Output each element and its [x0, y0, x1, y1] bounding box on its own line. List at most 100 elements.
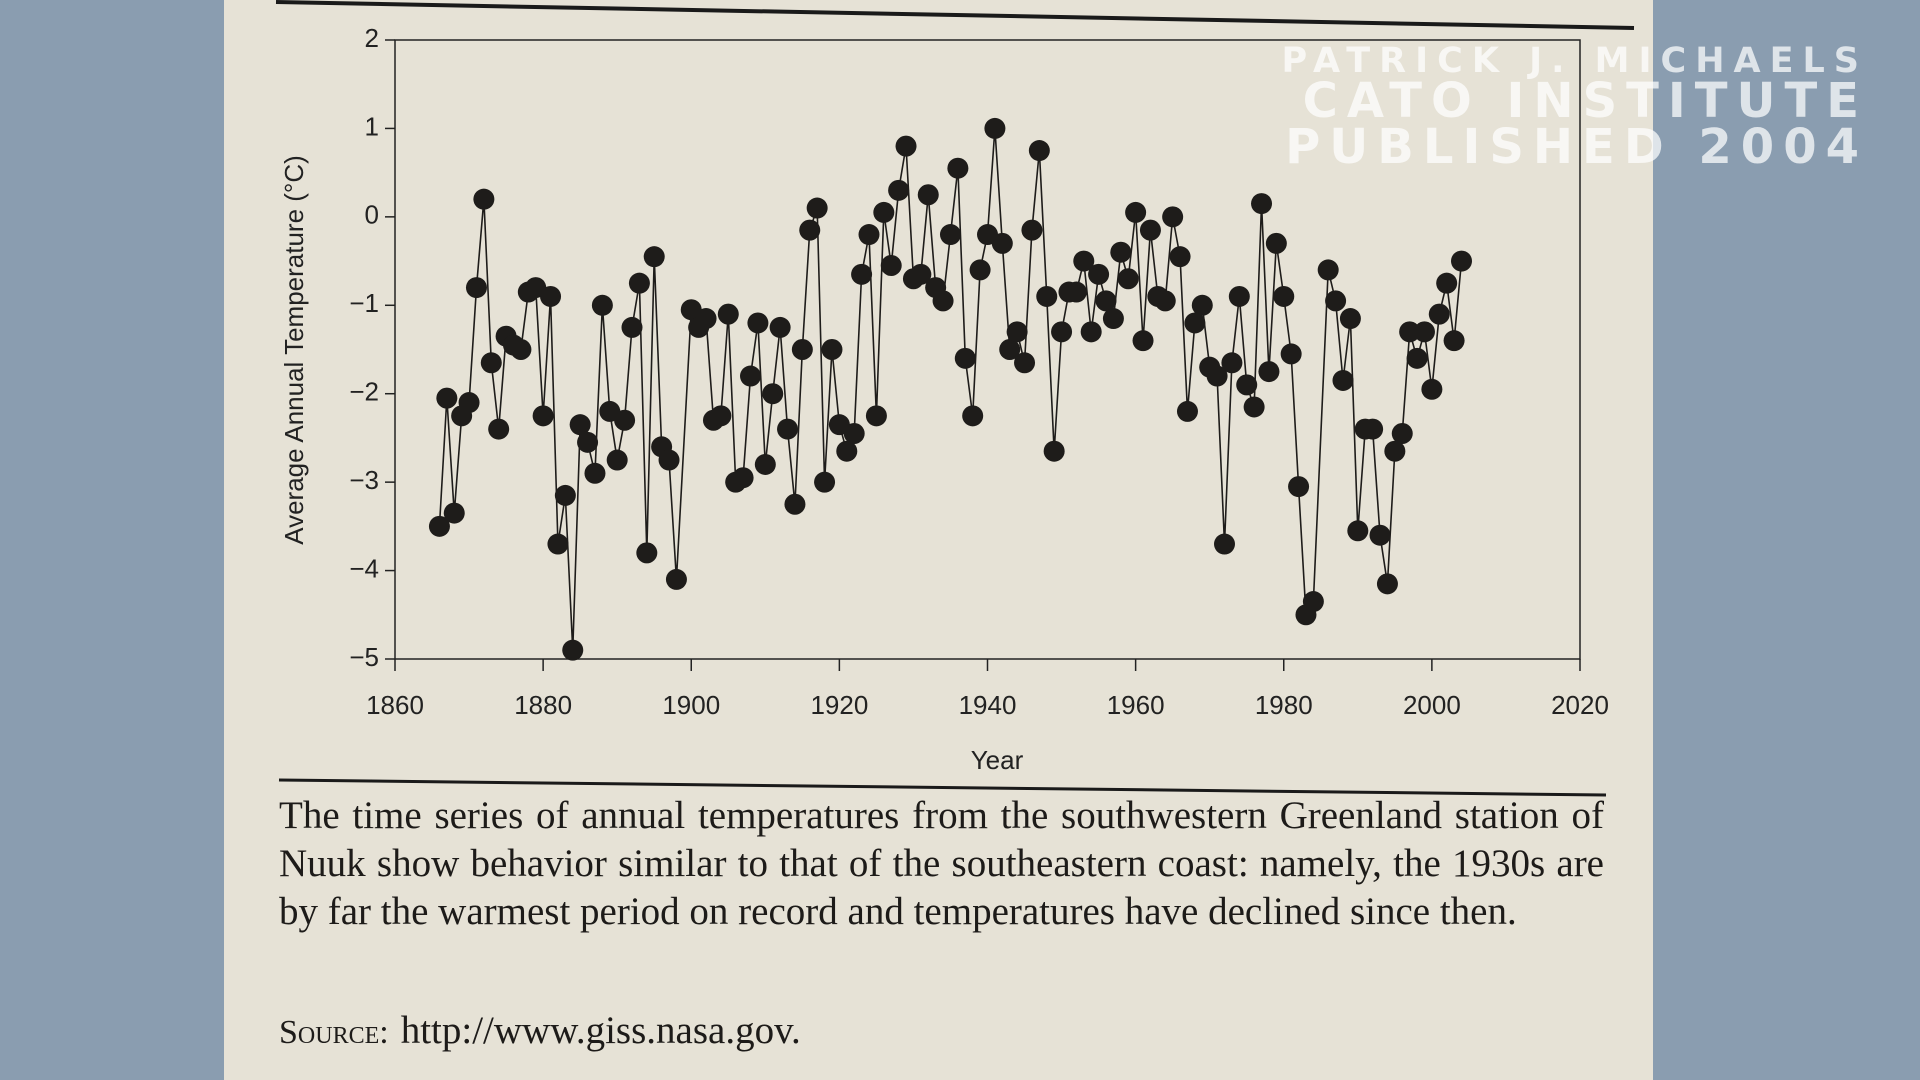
y-tick-label: −5 [349, 642, 379, 672]
top-rule [275, 0, 1635, 30]
data-point [1384, 440, 1406, 462]
data-point [1428, 303, 1450, 325]
data-point [1406, 347, 1428, 369]
data-point [621, 316, 643, 338]
data-point [932, 290, 954, 312]
data-point [547, 533, 569, 555]
data-point [1162, 206, 1184, 228]
data-point [1302, 591, 1324, 613]
source-label: Source: [279, 1014, 389, 1051]
data-point [1339, 308, 1361, 330]
data-point [1362, 418, 1384, 440]
y-tick-label: −4 [349, 553, 379, 583]
data-point [1214, 533, 1235, 555]
data-point [999, 339, 1021, 360]
watermark: PUBLISHED 2004 [1285, 119, 1868, 175]
data-point [1221, 352, 1243, 374]
data-point [614, 409, 636, 431]
data-point [843, 423, 865, 445]
data-point [991, 232, 1013, 254]
data-point [658, 449, 680, 471]
data-point [1243, 396, 1265, 418]
data-point [1288, 476, 1310, 498]
data-point [947, 157, 969, 179]
data-point [858, 224, 880, 246]
data-point [1028, 140, 1050, 162]
data-point [1014, 352, 1036, 374]
y-tick-label: −2 [349, 377, 379, 407]
data-point [910, 263, 932, 285]
data-point [710, 405, 732, 427]
data-point [532, 405, 554, 427]
data-point [1110, 241, 1132, 263]
data-point [1176, 400, 1198, 422]
data-point [1095, 290, 1117, 312]
data-point [443, 502, 465, 524]
data-point [1369, 524, 1391, 546]
data-point [1125, 201, 1147, 223]
data-point [562, 639, 584, 661]
data-point [836, 440, 858, 462]
data-point [1451, 250, 1472, 272]
data-point [1391, 423, 1413, 445]
data-point [480, 352, 502, 374]
data-point [1080, 321, 1102, 343]
data-point [428, 515, 450, 537]
data-point [584, 462, 606, 484]
x-tick-label: 1860 [366, 690, 424, 720]
data-point [1228, 285, 1250, 307]
source: Source: http://www.giss.nasa.gov. [279, 1008, 801, 1053]
y-tick-label: −1 [349, 288, 379, 318]
x-axis-label: Year [971, 745, 1024, 775]
x-tick-label: 1900 [662, 690, 720, 720]
data-point [591, 294, 613, 316]
data-point [769, 316, 791, 338]
data-point [1184, 312, 1206, 334]
x-tick-label: 1920 [810, 690, 868, 720]
data-point [577, 431, 599, 453]
data-point [1258, 361, 1280, 383]
data-point [473, 188, 495, 210]
data-point [784, 493, 806, 515]
data-point [1169, 246, 1191, 268]
y-tick-label: 0 [365, 200, 379, 230]
data-point [880, 254, 902, 276]
data-point [1251, 193, 1273, 215]
x-tick-label: 2000 [1403, 690, 1461, 720]
data-point [1413, 321, 1435, 343]
data-point [1154, 290, 1176, 312]
data-point [777, 418, 799, 440]
data-point [1376, 573, 1398, 595]
data-point [1206, 365, 1228, 387]
data-point [1102, 308, 1124, 330]
data-point [1265, 232, 1287, 254]
data-point [740, 365, 761, 387]
x-tick-label: 1940 [959, 690, 1017, 720]
data-point [851, 263, 873, 285]
data-point [458, 392, 480, 414]
data-point [636, 542, 658, 564]
data-point [465, 277, 487, 299]
data-point [1117, 268, 1139, 290]
y-tick-label: −3 [349, 465, 379, 495]
data-point [606, 449, 628, 471]
data-point [1043, 440, 1065, 462]
data-point [1436, 272, 1458, 294]
data-point [717, 303, 739, 325]
caption: The time series of annual temperatures f… [279, 794, 1604, 933]
x-tick-label: 1880 [514, 690, 572, 720]
y-tick-label: 2 [365, 23, 379, 53]
data-point [1236, 374, 1258, 396]
data-point [569, 414, 591, 436]
data-point [1088, 263, 1110, 285]
data-point [436, 387, 458, 409]
data-point [554, 484, 576, 506]
data-point [1036, 285, 1058, 307]
data-point [1051, 321, 1073, 343]
data-point [643, 246, 665, 268]
data-point [962, 405, 984, 427]
data-point [628, 272, 650, 294]
data-point [1073, 250, 1095, 272]
